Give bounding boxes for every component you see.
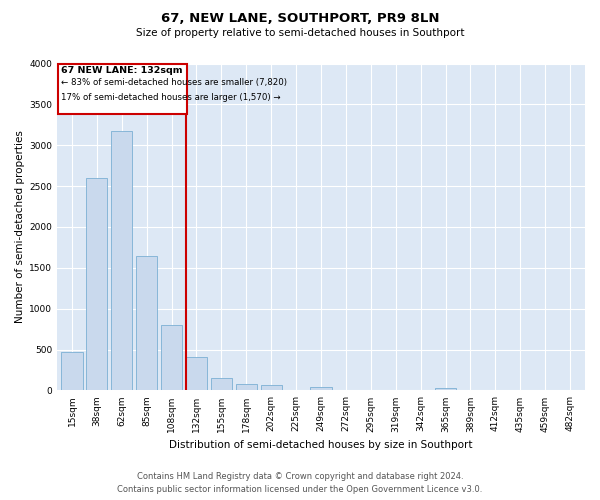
Bar (111, 130, 133, 390)
Bar (260, 384, 282, 390)
Text: 17% of semi-detached houses are larger (1,570) →: 17% of semi-detached houses are larger (… (61, 93, 280, 102)
Text: 67 NEW LANE: 132sqm: 67 NEW LANE: 132sqm (61, 66, 182, 75)
FancyBboxPatch shape (58, 64, 187, 114)
Text: 67, NEW LANE, SOUTHPORT, PR9 8LN: 67, NEW LANE, SOUTHPORT, PR9 8LN (161, 12, 439, 26)
Bar (136, 256, 157, 390)
Bar (236, 384, 257, 390)
Bar (61, 352, 83, 391)
Text: Contains HM Land Registry data © Crown copyright and database right 2024.
Contai: Contains HM Land Registry data © Crown c… (118, 472, 482, 494)
Bar (211, 378, 232, 390)
Y-axis label: Number of semi-detached properties: Number of semi-detached properties (15, 130, 25, 324)
X-axis label: Distribution of semi-detached houses by size in Southport: Distribution of semi-detached houses by … (169, 440, 473, 450)
Text: Size of property relative to semi-detached houses in Southport: Size of property relative to semi-detach… (136, 28, 464, 38)
Bar (186, 357, 207, 390)
Text: ← 83% of semi-detached houses are smaller (7,820): ← 83% of semi-detached houses are smalle… (61, 78, 287, 87)
Bar (86, 178, 107, 390)
Bar (435, 388, 456, 390)
Bar (161, 325, 182, 390)
Bar (310, 387, 332, 390)
